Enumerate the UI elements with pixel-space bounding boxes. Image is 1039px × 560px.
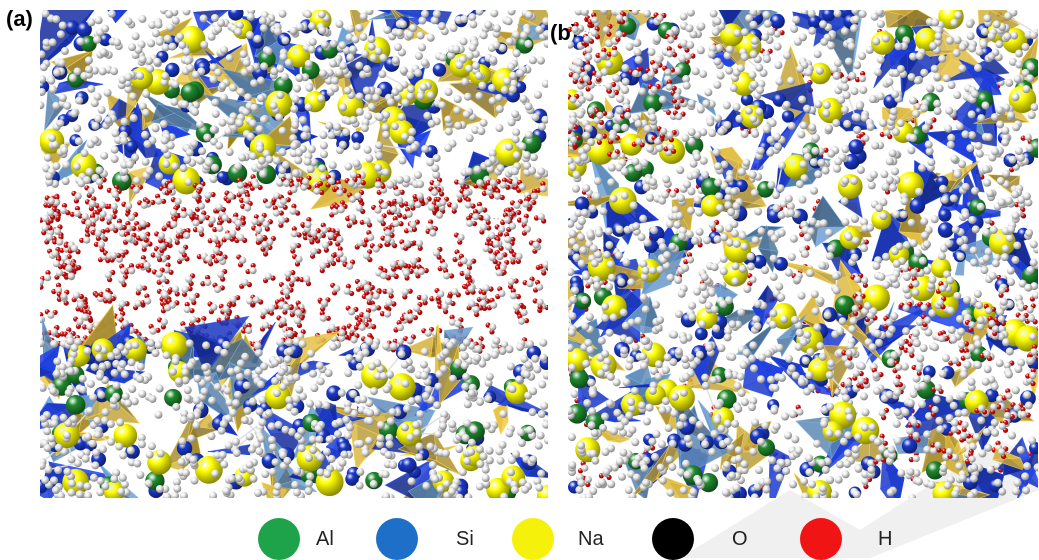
legend-label-si: Si bbox=[456, 528, 474, 551]
panel-a-structure bbox=[40, 10, 548, 498]
na-swatch bbox=[512, 518, 554, 560]
legend-label-al: Al bbox=[316, 528, 334, 551]
panel-b-structure bbox=[568, 10, 1038, 498]
legend-label-h: H bbox=[878, 528, 892, 551]
h-swatch bbox=[800, 518, 842, 560]
panel-b-render bbox=[568, 10, 1038, 498]
legend-label-na: Na bbox=[578, 528, 604, 551]
al-swatch bbox=[258, 518, 300, 560]
legend-label-o: O bbox=[732, 528, 748, 551]
o-swatch bbox=[652, 518, 694, 560]
element-legend: Al Si Na O H bbox=[0, 518, 1039, 558]
panel-a-label: (a) bbox=[6, 6, 33, 32]
si-swatch bbox=[376, 518, 418, 560]
panel-a-render bbox=[40, 10, 548, 498]
